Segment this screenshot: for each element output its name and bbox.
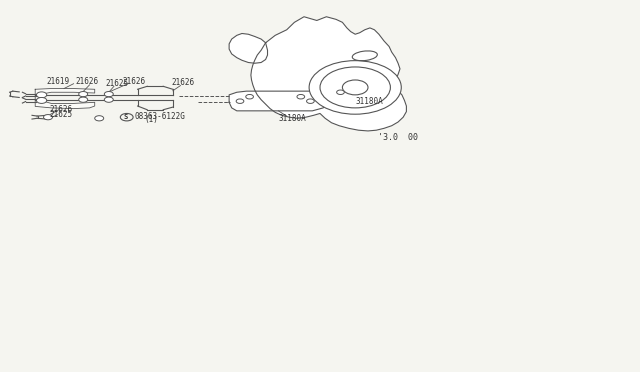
Circle shape (246, 94, 253, 99)
Text: '3.0  00: '3.0 00 (378, 133, 417, 142)
Circle shape (309, 61, 401, 114)
Circle shape (307, 99, 314, 103)
Text: 31180A: 31180A (355, 97, 383, 106)
Circle shape (36, 92, 47, 98)
Text: 21625: 21625 (106, 79, 129, 88)
Circle shape (95, 116, 104, 121)
Polygon shape (229, 91, 326, 111)
Text: 21626: 21626 (76, 77, 99, 86)
Text: 31180A: 31180A (278, 114, 306, 123)
Circle shape (104, 92, 113, 97)
Text: S: S (124, 114, 127, 120)
Circle shape (79, 97, 88, 102)
Polygon shape (35, 89, 95, 109)
Circle shape (104, 97, 113, 102)
Polygon shape (251, 17, 406, 131)
Text: 08363-6122G: 08363-6122G (134, 112, 185, 121)
Text: 21619: 21619 (46, 77, 69, 86)
Circle shape (236, 99, 244, 103)
Text: 21626: 21626 (123, 77, 146, 86)
Circle shape (36, 97, 47, 103)
Circle shape (337, 90, 344, 94)
Circle shape (79, 92, 88, 97)
Text: 21626: 21626 (172, 78, 195, 87)
Circle shape (44, 115, 52, 120)
Polygon shape (229, 33, 268, 63)
Text: (1): (1) (144, 115, 158, 124)
Circle shape (297, 94, 305, 99)
Text: 21626: 21626 (50, 105, 73, 114)
Text: 21625: 21625 (50, 110, 73, 119)
